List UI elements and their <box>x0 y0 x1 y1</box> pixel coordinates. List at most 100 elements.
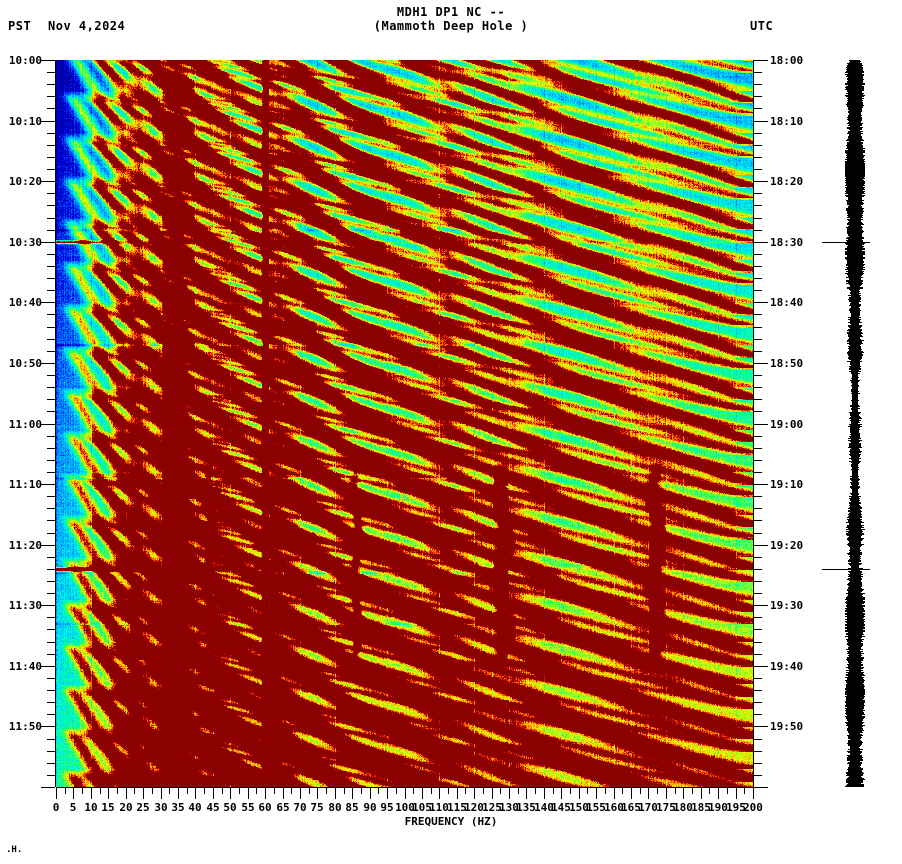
y-label-right-1: 18:10 <box>770 115 804 128</box>
y-tick-minor-right <box>754 617 762 618</box>
x-tick-minor <box>535 788 536 794</box>
y-tick-minor-right <box>754 314 762 315</box>
x-tick-major <box>387 788 388 799</box>
y-tick-major-right <box>754 484 768 485</box>
x-tick-minor <box>361 788 362 794</box>
x-tick-major <box>736 788 737 799</box>
x-label-120: 120 <box>464 801 484 814</box>
y-tick-minor-left <box>47 411 55 412</box>
y-tick-minor-left <box>47 72 55 73</box>
y-label-left-3: 10:30 <box>8 236 42 249</box>
y-tick-major-left <box>41 787 55 788</box>
x-label-180: 180 <box>673 801 693 814</box>
x-label-155: 155 <box>586 801 606 814</box>
x-label-85: 85 <box>345 801 359 814</box>
y-tick-major-right <box>754 424 768 425</box>
header-timezone-left: PST <box>8 19 32 33</box>
x-tick-minor <box>431 788 432 794</box>
y-tick-minor-right <box>754 278 762 279</box>
y-tick-minor-left <box>47 230 55 231</box>
y-label-right-11: 19:50 <box>770 720 804 733</box>
x-tick-major <box>579 788 580 799</box>
x-label-145: 145 <box>551 801 571 814</box>
x-tick-major <box>265 788 266 799</box>
x-tick-minor <box>117 788 118 794</box>
y-tick-minor-right <box>754 775 762 776</box>
y-tick-major-right <box>754 726 768 727</box>
x-label-40: 40 <box>188 801 202 814</box>
y-tick-minor-right <box>754 654 762 655</box>
y-tick-minor-left <box>47 593 55 594</box>
y-tick-minor-right <box>754 411 762 412</box>
y-tick-minor-left <box>47 751 55 752</box>
y-label-right-10: 19:40 <box>770 660 804 673</box>
x-label-20: 20 <box>119 801 133 814</box>
x-tick-minor <box>222 788 223 794</box>
y-tick-minor-left <box>47 339 55 340</box>
x-label-75: 75 <box>310 801 324 814</box>
header-timezone-right: UTC <box>750 19 774 33</box>
x-tick-minor <box>274 788 275 794</box>
x-tick-minor <box>326 788 327 794</box>
y-tick-minor-right <box>754 751 762 752</box>
x-tick-major <box>753 788 754 799</box>
y-tick-minor-left <box>47 678 55 679</box>
y-tick-major-right <box>754 121 768 122</box>
x-tick-minor <box>100 788 101 794</box>
y-label-left-2: 10:20 <box>8 175 42 188</box>
y-tick-minor-left <box>47 133 55 134</box>
corner-mark: .H. <box>6 845 23 855</box>
x-tick-major <box>492 788 493 799</box>
y-tick-minor-right <box>754 193 762 194</box>
x-tick-minor <box>65 788 66 794</box>
x-tick-minor <box>152 788 153 794</box>
y-tick-major-left <box>41 424 55 425</box>
x-axis-title: FREQUENCY (HZ) <box>404 815 498 828</box>
y-tick-minor-right <box>754 739 762 740</box>
x-label-190: 190 <box>708 801 728 814</box>
y-tick-minor-right <box>754 327 762 328</box>
y-tick-minor-left <box>47 218 55 219</box>
y-tick-minor-right <box>754 266 762 267</box>
x-tick-minor <box>483 788 484 794</box>
waveform-canvas <box>840 60 870 787</box>
y-tick-major-left <box>41 605 55 606</box>
x-tick-major <box>317 788 318 799</box>
spectrogram-plot[interactable] <box>56 60 753 787</box>
y-tick-major-right <box>754 363 768 364</box>
y-label-left-10: 11:40 <box>8 660 42 673</box>
station-title: MDH1 DP1 NC -- <box>396 5 506 19</box>
y-tick-minor-right <box>754 339 762 340</box>
x-tick-minor <box>204 788 205 794</box>
y-tick-minor-right <box>754 145 762 146</box>
x-label-65: 65 <box>276 801 290 814</box>
spectrogram-canvas <box>56 60 753 787</box>
y-tick-minor-left <box>47 266 55 267</box>
x-tick-major <box>213 788 214 799</box>
x-label-125: 125 <box>482 801 502 814</box>
x-label-135: 135 <box>516 801 536 814</box>
y-tick-minor-left <box>47 520 55 521</box>
x-tick-major <box>143 788 144 799</box>
x-label-140: 140 <box>534 801 554 814</box>
y-tick-major-left <box>41 545 55 546</box>
y-tick-minor-right <box>754 351 762 352</box>
x-tick-minor <box>396 788 397 794</box>
x-tick-minor <box>169 788 170 794</box>
y-label-left-7: 11:10 <box>8 478 42 491</box>
x-tick-minor <box>605 788 606 794</box>
x-tick-minor <box>500 788 501 794</box>
x-tick-major <box>370 788 371 799</box>
y-tick-major-left <box>41 666 55 667</box>
x-tick-major <box>561 788 562 799</box>
y-tick-minor-left <box>47 436 55 437</box>
y-label-right-4: 18:40 <box>770 296 804 309</box>
y-tick-minor-right <box>754 690 762 691</box>
y-tick-major-right <box>754 60 768 61</box>
x-tick-major <box>701 788 702 799</box>
y-tick-minor-right <box>754 581 762 582</box>
x-tick-major <box>596 788 597 799</box>
x-label-80: 80 <box>328 801 342 814</box>
x-tick-major <box>631 788 632 799</box>
x-label-55: 55 <box>241 801 255 814</box>
